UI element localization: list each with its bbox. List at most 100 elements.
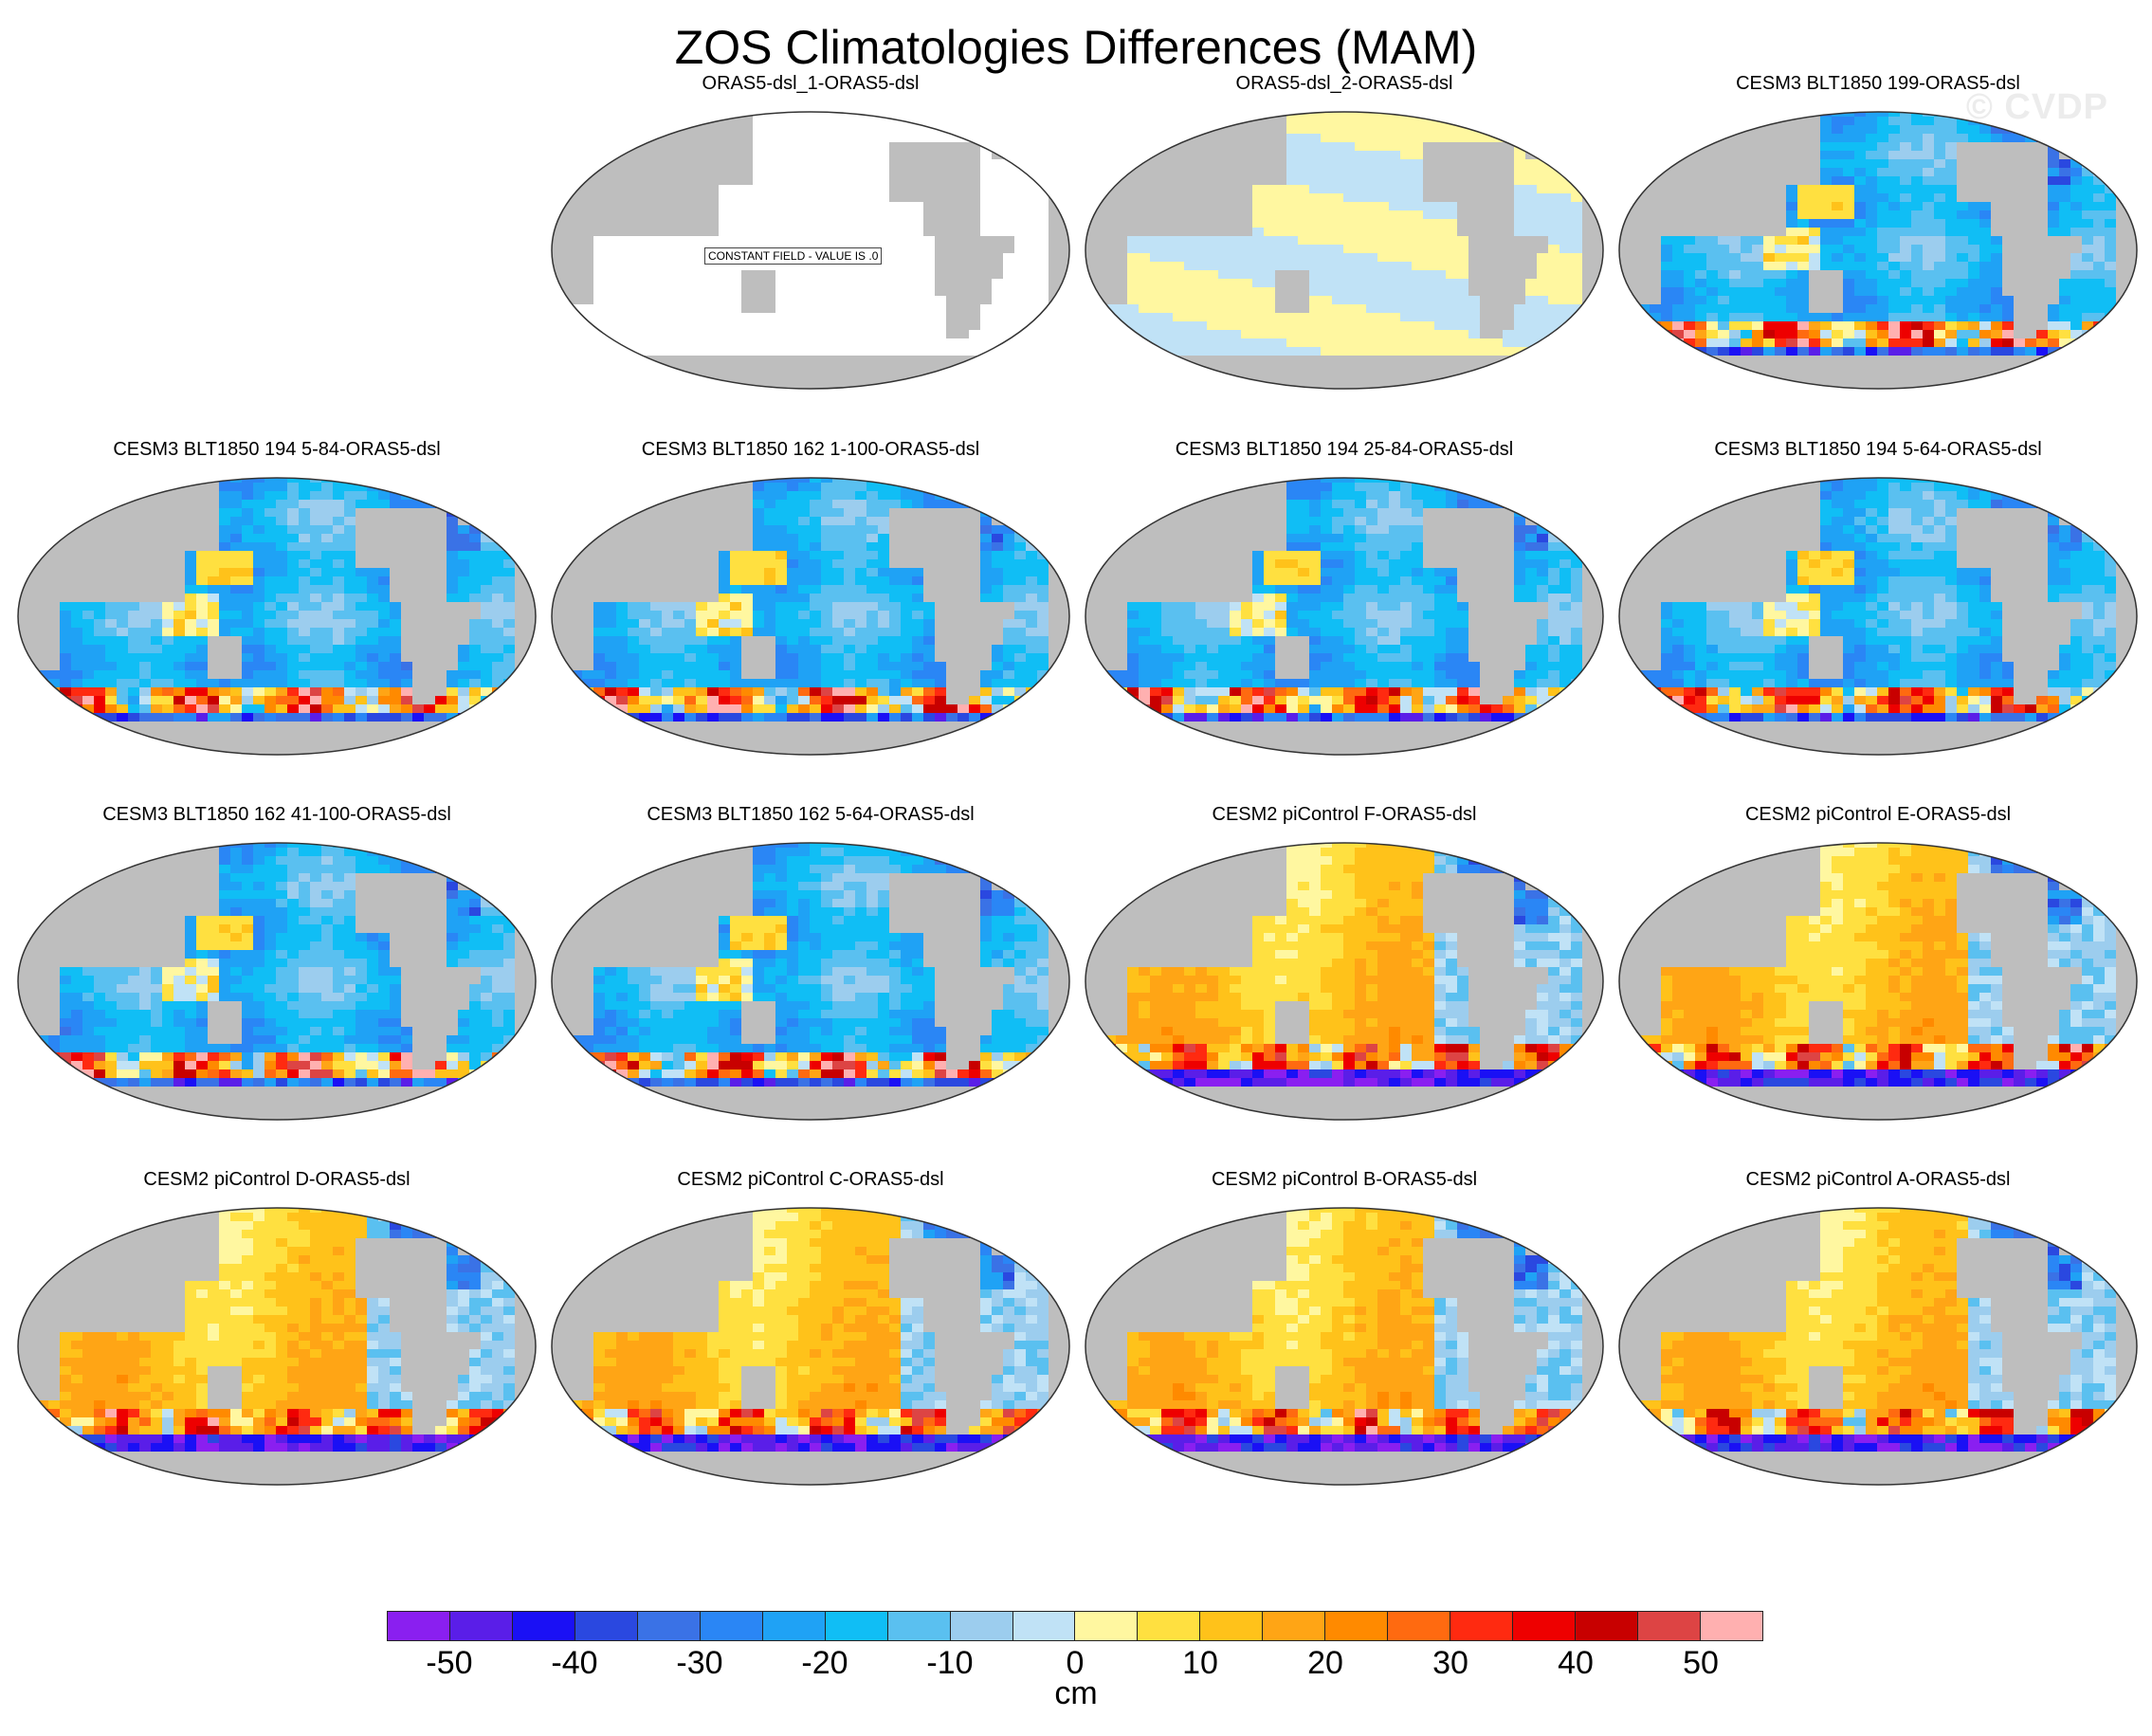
colorbar-swatch	[762, 1612, 826, 1640]
colorbar-tick-label: -30	[676, 1645, 723, 1681]
map-outline	[1618, 111, 2138, 390]
map-field	[18, 1208, 536, 1485]
panel-title: CESM3 BLT1850 194 5-84-ORAS5-dsl	[113, 439, 441, 460]
colorbar-swatch	[637, 1612, 701, 1640]
colorbar-tick-label: 30	[1432, 1645, 1468, 1681]
colorbar-tick-label: -40	[551, 1645, 598, 1681]
map-outline	[551, 842, 1070, 1121]
map-outline	[1085, 111, 1604, 390]
world-map	[1085, 111, 1604, 390]
colorbar-swatch	[512, 1612, 575, 1640]
colorbar-swatch	[1701, 1612, 1762, 1640]
map-outline	[17, 477, 537, 756]
world-map	[1085, 1207, 1604, 1486]
colorbar-tick-label: 0	[1066, 1645, 1085, 1681]
colorbar-swatch	[1012, 1612, 1076, 1640]
world-map	[1618, 842, 2138, 1121]
colorbar-swatch	[1263, 1612, 1326, 1640]
panel-title: CESM2 piControl D-ORAS5-dsl	[143, 1169, 410, 1190]
world-map	[17, 1207, 537, 1486]
panel-title: CESM3 BLT1850 162 1-100-ORAS5-dsl	[641, 439, 980, 460]
map-field	[1085, 843, 1603, 1120]
map-outline	[17, 842, 537, 1121]
map-field	[1619, 1208, 2137, 1485]
colorbar-tick-label: 20	[1307, 1645, 1343, 1681]
constant-field-label: CONSTANT FIELD - VALUE IS .0	[704, 247, 883, 265]
world-map	[17, 477, 537, 756]
map-panel: CESM3 BLT1850 194 5-84-ORAS5-dsl	[14, 438, 539, 760]
colorbar-tick-label: 50	[1683, 1645, 1719, 1681]
colorbar-swatch	[1388, 1612, 1451, 1640]
panel-title: CESM3 BLT1850 194 25-84-ORAS5-dsl	[1175, 439, 1514, 460]
colorbar-tick-label: -20	[801, 1645, 848, 1681]
map-field	[552, 478, 1069, 755]
panel-title: CESM3 BLT1850 199-ORAS5-dsl	[1736, 73, 2020, 94]
map-outline	[551, 1207, 1070, 1486]
map-outline	[1618, 477, 2138, 756]
colorbar-swatch	[574, 1612, 638, 1640]
map-field	[18, 478, 536, 755]
map-field	[1085, 112, 1603, 389]
map-panel: CESM2 piControl F-ORAS5-dsl	[1082, 803, 1607, 1125]
world-map	[551, 477, 1070, 756]
map-outline	[551, 111, 1070, 390]
map-panel: CESM2 piControl C-ORAS5-dsl	[548, 1168, 1073, 1490]
world-map	[1618, 1207, 2138, 1486]
map-panel: CESM3 BLT1850 162 5-64-ORAS5-dsl	[548, 803, 1073, 1125]
colorbar	[387, 1611, 1763, 1641]
map-panel: CESM3 BLT1850 194 5-64-ORAS5-dsl	[1615, 438, 2141, 760]
panel-title: ORAS5-dsl_1-ORAS5-dsl	[702, 73, 920, 94]
colorbar-tick-label: 10	[1182, 1645, 1218, 1681]
map-field	[552, 843, 1069, 1120]
map-panel: CESM2 piControl D-ORAS5-dsl	[14, 1168, 539, 1490]
cvdp-watermark: © CVDP	[1965, 87, 2108, 127]
map-panel: ORAS5-dsl_1-ORAS5-dsl CONSTANT FIELD - VA…	[548, 72, 1073, 394]
panel-title: CESM2 piControl B-ORAS5-dsl	[1211, 1169, 1478, 1190]
colorbar-swatch	[1325, 1612, 1389, 1640]
map-field	[1619, 112, 2137, 389]
panel-title: CESM3 BLT1850 194 5-64-ORAS5-dsl	[1714, 439, 2042, 460]
map-field	[18, 843, 536, 1120]
map-outline	[17, 1207, 537, 1486]
map-panel: ORAS5-dsl_2-ORAS5-dsl	[1082, 72, 1607, 394]
map-outline	[1085, 477, 1604, 756]
colorbar-swatch	[1200, 1612, 1264, 1640]
colorbar-tick-label: -10	[926, 1645, 974, 1681]
panel-title: CESM2 piControl A-ORAS5-dsl	[1745, 1169, 2011, 1190]
map-panel: CESM2 piControl A-ORAS5-dsl	[1615, 1168, 2141, 1490]
world-map	[1085, 477, 1604, 756]
map-panel: CESM3 BLT1850 162 41-100-ORAS5-dsl	[14, 803, 539, 1125]
map-panel: CESM3 BLT1850 162 1-100-ORAS5-dsl	[548, 438, 1073, 760]
world-map	[551, 842, 1070, 1121]
map-panel: CESM3 BLT1850 194 25-84-ORAS5-dsl	[1082, 438, 1607, 760]
panel-title: CESM2 piControl C-ORAS5-dsl	[677, 1169, 944, 1190]
colorbar-swatch	[1576, 1612, 1639, 1640]
map-field	[1085, 1208, 1603, 1485]
map-field	[552, 1208, 1069, 1485]
panel-title: ORAS5-dsl_2-ORAS5-dsl	[1235, 73, 1453, 94]
colorbar-tick-label: -50	[426, 1645, 473, 1681]
world-map	[551, 1207, 1070, 1486]
panel-title: CESM2 piControl F-ORAS5-dsl	[1212, 804, 1477, 825]
colorbar-swatch	[825, 1612, 888, 1640]
world-map	[17, 842, 537, 1121]
colorbar-units: cm	[1054, 1675, 1098, 1711]
colorbar-tick-label: 40	[1558, 1645, 1594, 1681]
colorbar-swatch	[449, 1612, 513, 1640]
map-field	[1085, 478, 1603, 755]
colorbar-swatch	[1075, 1612, 1139, 1640]
colorbar-swatch	[1138, 1612, 1201, 1640]
colorbar-swatch	[700, 1612, 763, 1640]
world-map	[1085, 842, 1604, 1121]
map-panel: CESM2 piControl B-ORAS5-dsl	[1082, 1168, 1607, 1490]
panel-title: CESM3 BLT1850 162 41-100-ORAS5-dsl	[102, 804, 451, 825]
map-outline	[1085, 842, 1604, 1121]
figure-title: ZOS Climatologies Differences (MAM)	[674, 21, 1478, 74]
colorbar-swatch	[1638, 1612, 1702, 1640]
panel-title: CESM3 BLT1850 162 5-64-ORAS5-dsl	[647, 804, 975, 825]
map-field	[1619, 478, 2137, 755]
panel-title: CESM2 piControl E-ORAS5-dsl	[1744, 804, 2012, 825]
colorbar-swatch	[1450, 1612, 1514, 1640]
colorbar-swatch	[950, 1612, 1013, 1640]
colorbar-swatch	[1513, 1612, 1577, 1640]
